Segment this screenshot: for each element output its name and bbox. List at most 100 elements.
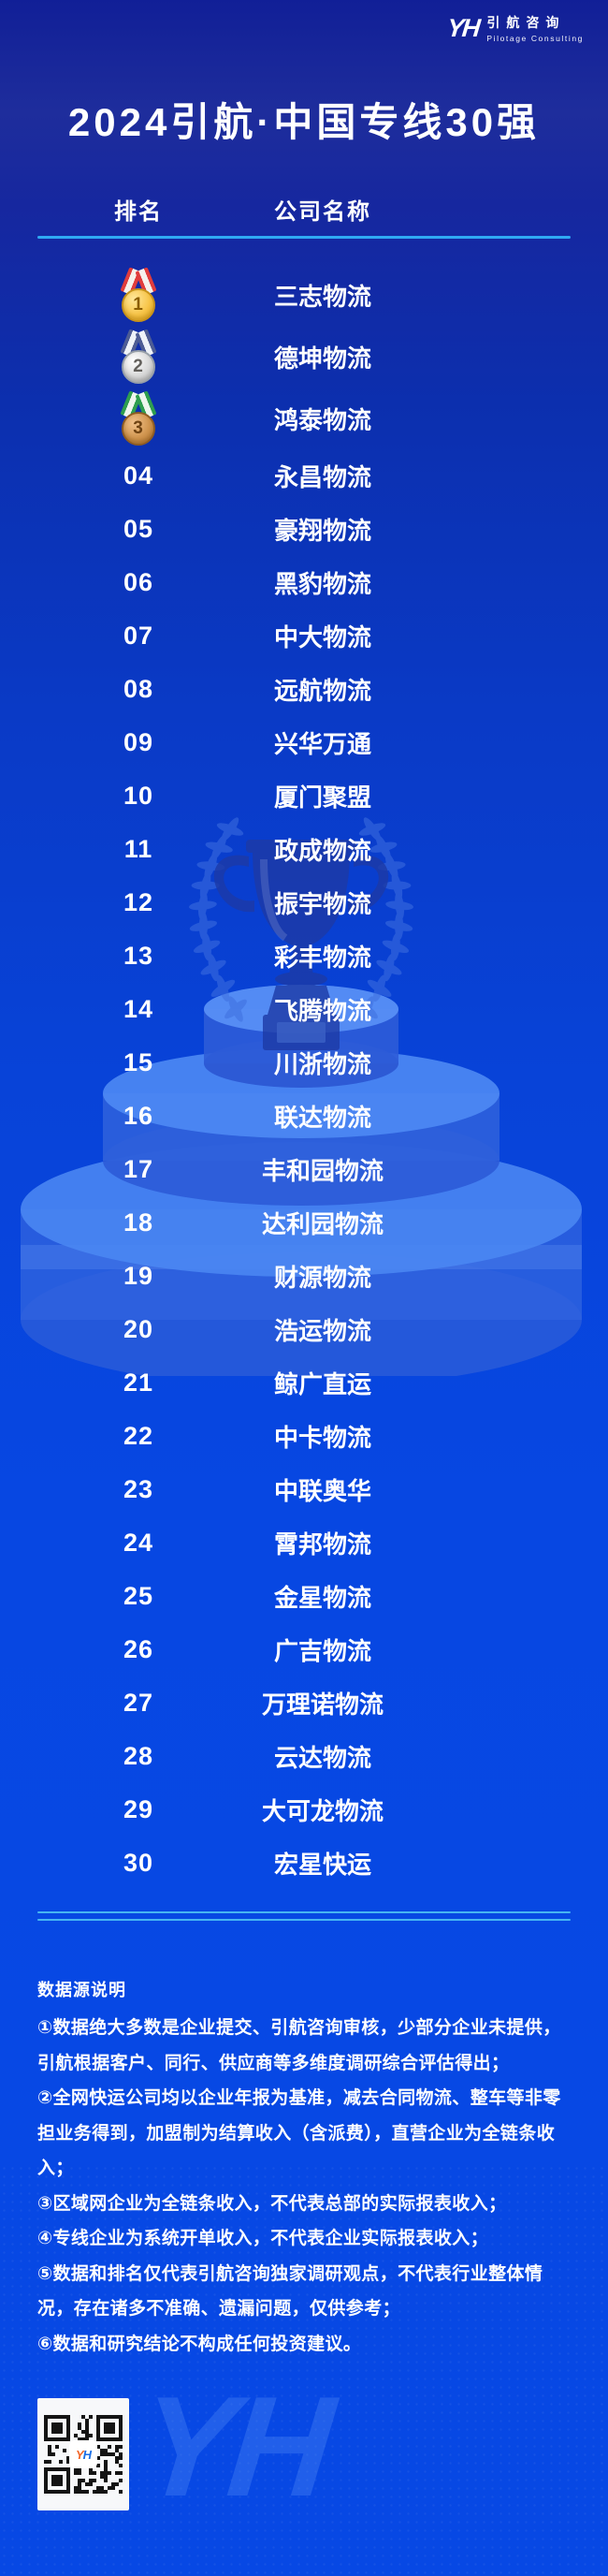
rank-cell: 04 bbox=[123, 461, 154, 490]
company-name: 大可龙物流 bbox=[261, 1797, 384, 1825]
brand-name-en: Pilotage Consulting bbox=[486, 34, 584, 43]
rank-cell: 3 bbox=[37, 390, 239, 446]
company-name: 政成物流 bbox=[273, 837, 371, 865]
company-name: 厦门聚盟 bbox=[273, 783, 371, 812]
rank-cell: 20 bbox=[123, 1315, 154, 1343]
rank-cell: 29 bbox=[123, 1795, 154, 1823]
company-name: 万理诺物流 bbox=[261, 1690, 384, 1719]
company-name: 远航物流 bbox=[273, 677, 371, 705]
silver-medal-icon: 2 bbox=[119, 329, 158, 384]
column-rank-label: 排名 bbox=[114, 199, 163, 225]
company-name: 飞腾物流 bbox=[273, 997, 371, 1025]
gold-medal-icon: 1 bbox=[119, 267, 158, 322]
rank-cell: 14 bbox=[123, 995, 154, 1023]
company-name: 兴华万通 bbox=[273, 730, 371, 758]
company-name: 振宇物流 bbox=[273, 890, 371, 918]
note-item: ③区域网企业为全链条收入，不代表总部的实际报表收入； bbox=[37, 2193, 507, 2214]
table-row: 11 政成物流 bbox=[0, 823, 608, 876]
note-item: ⑥数据和研究结论不构成任何投资建议。 bbox=[37, 2334, 362, 2354]
rank-cell: 19 bbox=[123, 1262, 154, 1290]
rank-cell: 15 bbox=[123, 1048, 154, 1076]
rank-cell: 13 bbox=[123, 942, 154, 970]
company-name: 中卡物流 bbox=[273, 1424, 371, 1452]
rank-cell: 28 bbox=[123, 1742, 154, 1770]
table-row: 21 鲸广直运 bbox=[0, 1356, 608, 1410]
notes-list: ①数据绝大多数是企业提交、引航咨询审核，少部分企业未提供，引航根据客户、同行、供… bbox=[37, 2011, 578, 2362]
company-name: 金星物流 bbox=[273, 1584, 371, 1612]
rank-cell: 06 bbox=[123, 568, 154, 596]
table-row: 06 黑豹物流 bbox=[0, 556, 608, 609]
table-row: 09 兴华万通 bbox=[0, 716, 608, 769]
table-row: 30 宏星快运 bbox=[0, 1837, 608, 1890]
company-name: 中大物流 bbox=[273, 623, 371, 651]
rank-cell: 22 bbox=[123, 1422, 154, 1450]
company-name: 豪翔物流 bbox=[273, 517, 371, 545]
brand-name-cn: 引航咨询 bbox=[486, 15, 566, 30]
rank-cell: 07 bbox=[123, 622, 154, 650]
company-name: 霄邦物流 bbox=[273, 1530, 371, 1559]
yh-logo-icon: YH bbox=[445, 13, 480, 42]
footer-divider-line bbox=[37, 1911, 571, 1913]
rank-cell: 08 bbox=[123, 675, 154, 703]
table-row: 22 中卡物流 bbox=[0, 1410, 608, 1463]
table-row: 18 达利园物流 bbox=[0, 1196, 608, 1250]
company-name: 中联奥华 bbox=[273, 1477, 371, 1505]
table-row: 10 厦门聚盟 bbox=[0, 769, 608, 823]
footer-divider-line bbox=[37, 1919, 571, 1921]
table-row: 26 广吉物流 bbox=[0, 1623, 608, 1676]
qr-code-pattern bbox=[44, 2415, 123, 2494]
company-name: 云达物流 bbox=[273, 1744, 371, 1772]
rank-cell: 18 bbox=[123, 1208, 154, 1237]
rank-cell: 09 bbox=[123, 728, 154, 756]
header-divider-line bbox=[37, 236, 571, 239]
table-row: 04 永昌物流 bbox=[0, 449, 608, 503]
table-row: 2 德坤物流 bbox=[0, 326, 608, 388]
bronze-medal-icon: 3 bbox=[119, 390, 158, 446]
rank-cell: 23 bbox=[123, 1475, 154, 1503]
yh-watermark-icon: YH bbox=[132, 2367, 336, 2526]
note-item: ②全网快运公司均以企业年报为基准，减去合同物流、整车等非零担业务得到，加盟制为结… bbox=[37, 2088, 561, 2178]
table-row: 29 大可龙物流 bbox=[0, 1783, 608, 1837]
rank-cell: 1 bbox=[37, 267, 239, 322]
table-row: 3 鸿泰物流 bbox=[0, 388, 608, 449]
rank-cell: 21 bbox=[123, 1368, 154, 1397]
company-name: 广吉物流 bbox=[273, 1637, 371, 1665]
table-row: 17 丰和园物流 bbox=[0, 1143, 608, 1196]
notes-title: 数据源说明 bbox=[37, 1981, 126, 1999]
column-company-label: 公司名称 bbox=[274, 199, 371, 225]
company-name: 丰和园物流 bbox=[261, 1157, 384, 1185]
table-row: 15 川浙物流 bbox=[0, 1036, 608, 1090]
table-row: 07 中大物流 bbox=[0, 609, 608, 663]
rank-cell: 24 bbox=[123, 1529, 154, 1557]
table-row: 20 浩运物流 bbox=[0, 1303, 608, 1356]
rank-cell: 2 bbox=[37, 329, 239, 384]
company-name: 鸿泰物流 bbox=[273, 405, 371, 434]
table-row: 23 中联奥华 bbox=[0, 1463, 608, 1516]
table-row: 14 飞腾物流 bbox=[0, 983, 608, 1036]
company-name: 财源物流 bbox=[273, 1264, 371, 1292]
company-name: 川浙物流 bbox=[273, 1050, 371, 1078]
company-name: 彩丰物流 bbox=[273, 944, 371, 972]
table-row: 28 云达物流 bbox=[0, 1730, 608, 1783]
rank-cell: 16 bbox=[123, 1102, 154, 1130]
data-source-notes: 数据源说明 ①数据绝大多数是企业提交、引航咨询审核，少部分企业未提供，引航根据客… bbox=[37, 1977, 578, 2362]
table-header: 排名 公司名称 bbox=[0, 193, 608, 226]
rank-cell: 12 bbox=[123, 888, 154, 916]
company-name: 永昌物流 bbox=[273, 463, 371, 491]
note-item: ①数据绝大多数是企业提交、引航咨询审核，少部分企业未提供，引航根据客户、同行、供… bbox=[37, 2018, 561, 2073]
table-row: 1 三志物流 bbox=[0, 264, 608, 326]
company-name: 浩运物流 bbox=[273, 1317, 371, 1345]
table-row: 13 彩丰物流 bbox=[0, 929, 608, 983]
company-name: 鲸广直运 bbox=[273, 1370, 371, 1398]
rank-cell: 25 bbox=[123, 1582, 154, 1610]
table-row: 24 霄邦物流 bbox=[0, 1516, 608, 1570]
table-row: 25 金星物流 bbox=[0, 1570, 608, 1623]
company-name: 黑豹物流 bbox=[273, 570, 371, 598]
company-name: 三志物流 bbox=[273, 282, 371, 311]
table-row: 05 豪翔物流 bbox=[0, 503, 608, 556]
table-row: 12 振宇物流 bbox=[0, 876, 608, 929]
page-title: 2024引航·中国专线30强 bbox=[67, 100, 541, 144]
table-rows: 1 三志物流 2 德坤物流 3 鸿泰物流 04 永昌物流 05 豪翔物流 06 黑豹物流 07 中大物流 0… bbox=[0, 251, 608, 1890]
